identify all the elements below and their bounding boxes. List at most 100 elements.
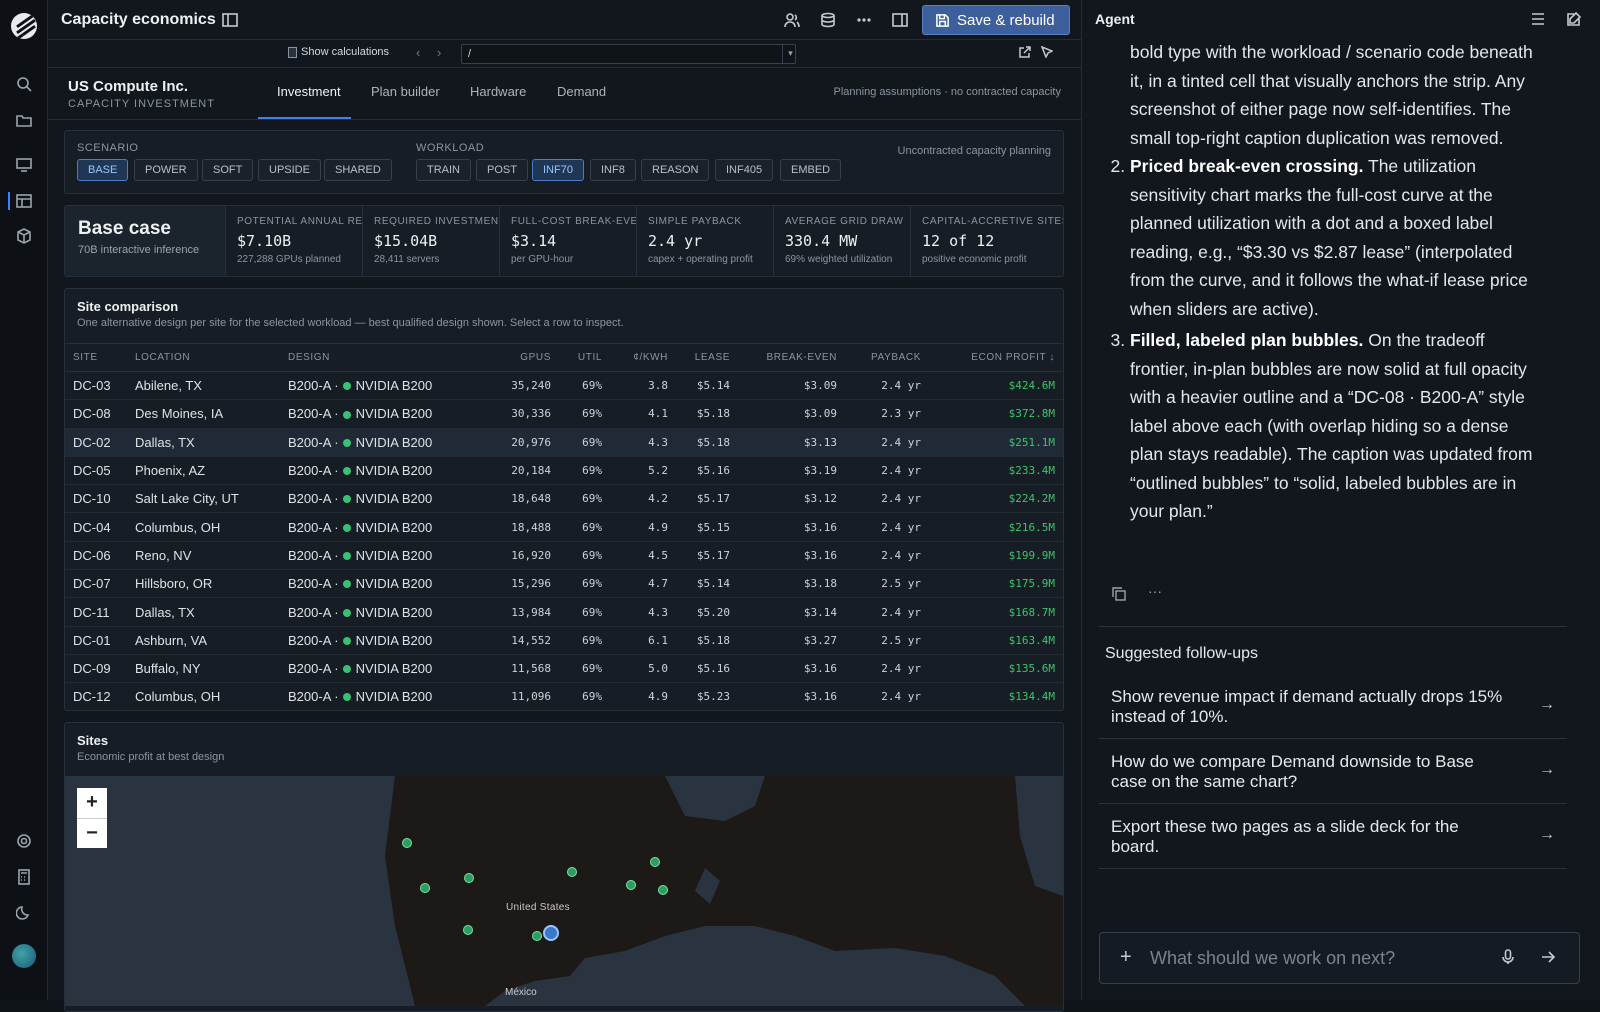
calculator-icon[interactable] xyxy=(12,865,36,889)
copy-icon[interactable] xyxy=(1112,587,1126,604)
col-design[interactable]: DESIGN xyxy=(288,343,448,372)
forward-arrow-icon[interactable]: › xyxy=(437,45,442,60)
table-row[interactable]: DC-05 Phoenix, AZ B200-A · NVIDIA B200 20,18… xyxy=(65,456,1063,486)
users-icon[interactable] xyxy=(782,10,802,30)
path-input[interactable]: / xyxy=(461,44,796,64)
microphone-icon[interactable] xyxy=(1500,949,1516,967)
suggestion-item[interactable]: How do we compare Demand downside to Bas… xyxy=(1099,740,1567,804)
map-site-dc-02[interactable] xyxy=(543,925,559,941)
save-icon xyxy=(936,14,949,27)
table-row[interactable]: DC-01 Ashburn, VA B200-A · NVIDIA B200 14,55… xyxy=(65,626,1063,655)
col-payback[interactable]: PAYBACK xyxy=(837,343,921,372)
tab-investment[interactable]: Investment xyxy=(277,84,341,99)
send-icon[interactable] xyxy=(1540,949,1558,967)
workload-chip-reason[interactable]: REASON xyxy=(641,159,710,181)
workload-chip-inf405[interactable]: INF405 xyxy=(715,159,774,181)
scenario-chip-power[interactable]: POWER xyxy=(134,159,198,181)
cell-econ-profit: $175.9M xyxy=(921,569,1063,599)
monitor-icon[interactable] xyxy=(12,153,36,177)
suggestion-item[interactable]: Show revenue impact if demand actually d… xyxy=(1099,675,1567,739)
tab-hardware[interactable]: Hardware xyxy=(470,84,527,99)
avatar[interactable] xyxy=(12,944,36,968)
list-item-body: On the tradeoff frontier, in-plan bubble… xyxy=(1130,330,1533,521)
col-econ-profit[interactable]: ECON PROFIT ↓ xyxy=(921,343,1063,372)
table-row[interactable]: DC-04 Columbus, OH B200-A · NVIDIA B200 18,4… xyxy=(65,512,1063,542)
app-logo[interactable] xyxy=(11,13,37,39)
table-row[interactable]: DC-06 Reno, NV B200-A · NVIDIA B200 16,920 69… xyxy=(65,541,1063,571)
panel-toggle-icon[interactable] xyxy=(890,10,910,30)
tab-plan-builder[interactable]: Plan builder xyxy=(371,84,440,99)
scenario-chip-base[interactable]: BASE xyxy=(77,159,129,181)
sites-map[interactable]: + − United States México xyxy=(65,776,1063,1006)
table-row[interactable]: DC-08 Des Moines, IA B200-A · NVIDIA B200 30… xyxy=(65,399,1063,429)
cell-lease: $5.23 xyxy=(668,682,730,710)
save-rebuild-button[interactable]: Save & rebuild xyxy=(922,5,1070,35)
table-row[interactable]: DC-10 Salt Lake City, UT B200-A · NVIDIA B2… xyxy=(65,484,1063,514)
chat-input[interactable] xyxy=(1150,947,1480,969)
cell-gpus: 11,568 xyxy=(448,654,551,684)
cell-kwh: 4.1 xyxy=(602,399,668,429)
table-row[interactable]: DC-02 Dallas, TX B200-A · NVIDIA B200 20,976… xyxy=(65,428,1063,457)
cell-lease: $5.16 xyxy=(668,654,730,684)
table-row[interactable]: DC-07 Hillsboro, OR B200-A · NVIDIA B200 15,… xyxy=(65,569,1063,599)
scenario-chip-upside[interactable]: UPSIDE xyxy=(258,159,321,181)
map-site-dc-04[interactable] xyxy=(626,880,636,890)
tab-demand[interactable]: Demand xyxy=(557,84,607,99)
table-row[interactable]: DC-09 Buffalo, NY B200-A · NVIDIA B200 11,56… xyxy=(65,654,1063,684)
col-site[interactable]: SITE xyxy=(65,343,135,372)
map-site-dc-05[interactable] xyxy=(463,925,473,935)
gear-icon[interactable] xyxy=(12,829,36,853)
kpi-sub: positive economic profit xyxy=(922,254,1027,265)
more-icon[interactable] xyxy=(854,10,874,30)
back-arrow-icon[interactable]: ‹ xyxy=(416,45,421,60)
status-dot-icon xyxy=(342,495,351,504)
table-row[interactable]: DC-11 Dallas, TX B200-A · NVIDIA B200 13,984… xyxy=(65,597,1063,627)
col-util[interactable]: UTIL xyxy=(551,343,602,372)
workload-chip-train[interactable]: TRAIN xyxy=(416,159,471,181)
map-site-dc-10[interactable] xyxy=(464,873,474,883)
workload-chip-post[interactable]: POST xyxy=(476,159,528,181)
workload-chip-embed[interactable]: EMBED xyxy=(780,159,842,181)
more-actions-icon[interactable]: ··· xyxy=(1148,583,1162,599)
map-site-dc-07[interactable] xyxy=(402,838,412,848)
menu-icon[interactable] xyxy=(1530,11,1548,29)
folder-icon[interactable] xyxy=(12,108,36,132)
table-row[interactable]: DC-03 Abilene, TX B200-A · NVIDIA B200 35,24… xyxy=(65,371,1063,401)
zoom-in-button[interactable]: + xyxy=(77,788,107,818)
map-site-dc-08[interactable] xyxy=(567,867,577,877)
pointer-icon[interactable] xyxy=(1040,45,1055,60)
search-icon[interactable] xyxy=(12,72,36,96)
chevron-down-icon[interactable]: ▾ xyxy=(782,44,798,64)
zoom-out-button[interactable]: − xyxy=(77,818,107,848)
cell-util: 69% xyxy=(551,597,602,627)
map-site-dc-03[interactable] xyxy=(532,931,542,941)
moon-icon[interactable] xyxy=(12,901,36,925)
design-code: B200-A · xyxy=(288,576,339,592)
workload-chip-inf70[interactable]: INF70 xyxy=(532,159,584,181)
table-row[interactable]: DC-12 Columbus, OH B200-A · NVIDIA B200 11,0… xyxy=(65,682,1063,710)
show-calculations-toggle[interactable]: Show calculations xyxy=(288,46,389,58)
map-site-dc-06[interactable] xyxy=(420,883,430,893)
suggestion-item[interactable]: Export these two pages as a slide deck f… xyxy=(1099,805,1567,869)
col-break-even[interactable]: BREAK-EVEN xyxy=(730,343,837,372)
scenario-chip-shared[interactable]: SHARED xyxy=(324,159,392,181)
cell-location: Dallas, TX xyxy=(135,597,288,627)
col-location[interactable]: LOCATION xyxy=(135,343,288,372)
scenario-chip-soft[interactable]: SOFT xyxy=(202,159,254,181)
cell-lease: $5.16 xyxy=(668,456,730,486)
sidebar-toggle-icon[interactable] xyxy=(220,10,240,30)
plus-icon[interactable]: + xyxy=(1120,946,1132,968)
open-external-icon[interactable] xyxy=(1019,46,1033,60)
workload-chip-inf8[interactable]: INF8 xyxy=(590,159,636,181)
cell-gpus: 35,240 xyxy=(448,371,551,401)
col-gpus[interactable]: GPUS xyxy=(448,343,551,372)
table-icon[interactable] xyxy=(12,189,36,213)
map-site-dc-09[interactable] xyxy=(650,857,660,867)
map-site-dc-01[interactable] xyxy=(658,885,668,895)
new-chat-icon[interactable] xyxy=(1566,11,1584,29)
col-lease[interactable]: LEASE xyxy=(668,343,730,372)
cube-icon[interactable] xyxy=(12,224,36,248)
col-kwh[interactable]: ¢/KWH xyxy=(602,343,668,372)
database-icon[interactable] xyxy=(818,10,838,30)
cell-kwh: 4.9 xyxy=(602,512,668,542)
